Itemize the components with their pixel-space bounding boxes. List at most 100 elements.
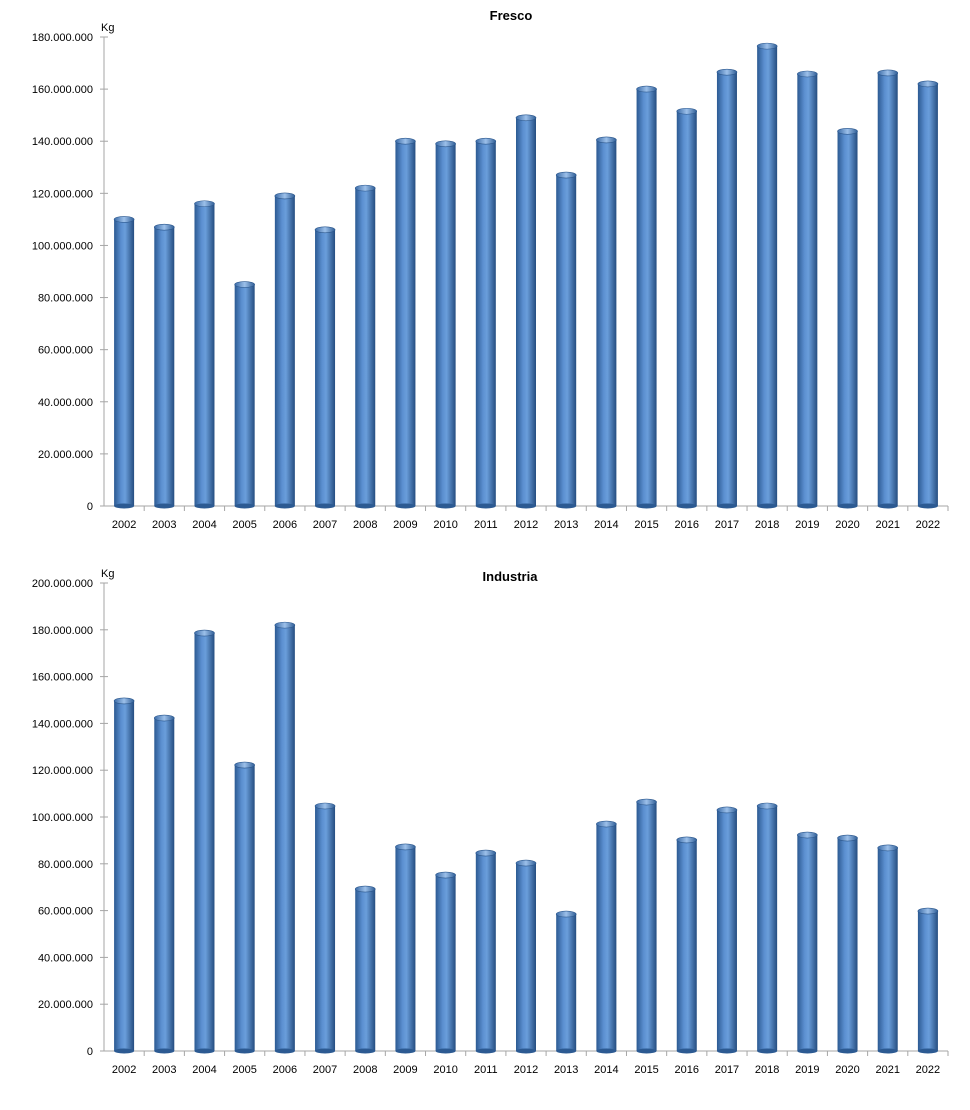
bar-body — [716, 72, 737, 507]
y-tick-label: 60.000.000 — [38, 345, 93, 357]
x-tick-label: 2010 — [433, 1064, 457, 1076]
bar-body — [154, 227, 175, 506]
x-tick-label: 2002 — [112, 519, 136, 531]
x-tick-label: 2018 — [755, 519, 779, 531]
bar-base — [837, 1048, 858, 1054]
bar-body — [837, 838, 858, 1051]
x-tick-label: 2009 — [393, 1064, 417, 1076]
bar-base — [676, 1048, 697, 1054]
bar-top — [676, 107, 698, 115]
bar-base — [917, 503, 938, 509]
bar-body — [234, 765, 255, 1051]
bar-body — [797, 835, 818, 1051]
x-tick-label: 2012 — [514, 1064, 538, 1076]
x-tick-label: 2021 — [875, 1064, 899, 1076]
bar-base — [234, 503, 255, 509]
bar-top — [917, 907, 939, 915]
x-tick-label: 2008 — [353, 1064, 377, 1076]
y-tick-label: 0 — [87, 1046, 93, 1058]
bar-2005 — [234, 281, 255, 509]
bar-body — [556, 175, 577, 506]
bar-2020 — [837, 128, 858, 509]
bar-top — [716, 806, 738, 814]
bar-top — [274, 192, 296, 200]
chart-industria: Industria Kg 0 20.000.000 40.000.000 60.000… — [32, 568, 949, 1076]
x-tick-label: 2010 — [433, 519, 457, 531]
bar-2009 — [395, 137, 416, 509]
y-tick-label: 100.000.000 — [32, 240, 93, 252]
bar-2007 — [314, 802, 336, 1054]
x-tick-label: 2016 — [675, 1064, 699, 1076]
bar-body — [636, 802, 657, 1051]
bar-2004 — [194, 629, 215, 1054]
x-tick-label: 2007 — [313, 519, 337, 531]
bar-top — [234, 761, 255, 769]
bar-2005 — [234, 761, 255, 1054]
bar-top — [515, 114, 537, 122]
chart-title: Fresco — [490, 8, 533, 23]
bar-2017 — [716, 806, 738, 1054]
x-tick-label: 2020 — [835, 519, 859, 531]
bar-2015 — [636, 85, 657, 509]
bar-base — [475, 1048, 496, 1054]
bar-base — [194, 503, 215, 509]
bar-body — [757, 806, 778, 1051]
bar-2002 — [113, 697, 135, 1054]
bar-body — [797, 73, 818, 506]
bar-body — [676, 839, 697, 1051]
bar-base — [475, 503, 496, 509]
bar-2012 — [515, 114, 537, 509]
y-tick-label: 160.000.000 — [32, 672, 93, 684]
y-tick-label: 80.000.000 — [38, 293, 93, 305]
x-tick-label: 2013 — [554, 519, 578, 531]
bar-body — [194, 203, 215, 506]
bar-base — [797, 503, 818, 509]
bar-top — [314, 802, 336, 810]
bar-top — [555, 910, 577, 918]
x-tick-label: 2005 — [232, 1064, 256, 1076]
bar-2022 — [917, 80, 939, 509]
y-tick-label: 180.000.000 — [32, 625, 93, 637]
bar-2014 — [596, 136, 617, 509]
bar-base — [355, 503, 376, 509]
bar-top — [515, 859, 537, 867]
bar-body — [877, 72, 898, 506]
bar-top — [676, 836, 698, 844]
bar-body — [315, 229, 336, 507]
bar-base — [716, 503, 737, 509]
bar-body — [114, 700, 135, 1051]
bar-body — [395, 141, 416, 506]
bar-body — [676, 111, 697, 506]
bar-top — [194, 200, 215, 208]
bar-top — [354, 184, 376, 192]
bar-top — [113, 216, 135, 223]
bar-body — [435, 875, 456, 1051]
bar-base — [716, 1048, 737, 1054]
bar-2021 — [877, 69, 899, 509]
bar-body — [234, 284, 255, 506]
x-tick-label: 2011 — [474, 519, 498, 531]
x-tick-label: 2003 — [152, 519, 176, 531]
chart-title: Industria — [483, 569, 539, 584]
bar-body — [355, 188, 376, 506]
bar-base — [877, 503, 898, 509]
bar-2019 — [797, 831, 818, 1054]
bar-base — [274, 503, 295, 509]
bar-base — [556, 503, 577, 509]
bar-2016 — [676, 836, 698, 1054]
bar-body — [355, 889, 376, 1051]
bar-top — [877, 69, 899, 77]
bar-top — [435, 140, 456, 148]
bar-top — [837, 834, 858, 842]
y-axis-unit-label: Kg — [101, 568, 114, 580]
bar-base — [757, 1048, 778, 1054]
bar-base — [556, 1048, 577, 1054]
bar-2013 — [555, 910, 577, 1054]
bar-top — [917, 80, 939, 88]
bar-body — [596, 139, 617, 507]
y-tick-label: 40.000.000 — [38, 397, 93, 409]
x-tick-label: 2015 — [634, 1064, 658, 1076]
bar-body — [315, 806, 336, 1051]
x-tick-label: 2019 — [795, 1064, 819, 1076]
bar-2018 — [756, 42, 778, 509]
